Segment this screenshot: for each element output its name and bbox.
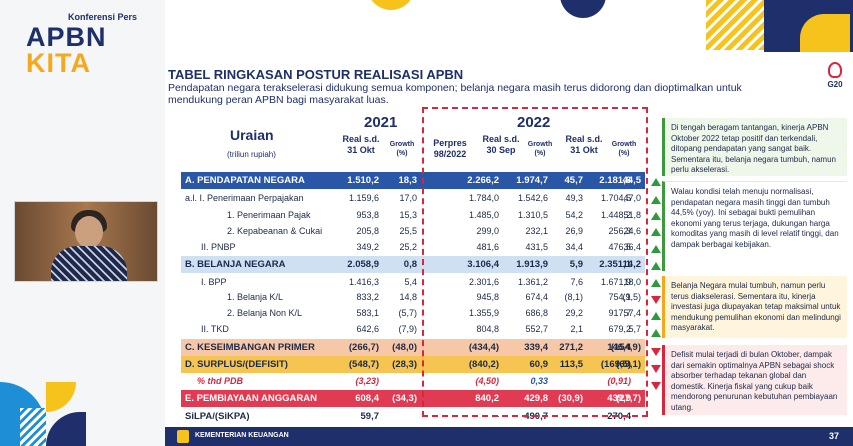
col-header-2022-growth-sep: Growth (%) [527,141,553,157]
arrow-down-icon [651,348,661,356]
arrow-up-icon [651,178,661,186]
logo-kita: KITA [26,48,91,78]
table-row: II. TKD 642,6 (7,9) 804,8 552,7 2,1 679,… [201,324,641,334]
side-note-3: Belanja Negara mulai tumbuh, namun perlu… [662,276,847,338]
arrow-up-icon [651,212,661,220]
arrow-down-icon [651,382,661,390]
uraian-header: Uraian [230,127,274,143]
footer-bar [165,427,853,446]
table-row: 1. Belanja K/L 833,2 14,8 945,8 674,4 (8… [227,292,641,302]
side-note-2: Walau kondisi telah menuju normalisasi, … [662,181,847,271]
ministry-emblem-icon [177,430,189,443]
table-row: a.l. I. Penerimaan Perpajakan 1.159,6 17… [185,193,641,203]
table-row: C. KESEIMBANGAN PRIMER (266,7) (48,0) (4… [181,339,645,356]
year-2021-header: 2021 [364,114,398,131]
arrow-down-icon [651,365,661,373]
footer-ministry: KEMENTERIAN KEUANGAN [195,432,289,439]
g20-label: G20 [827,80,843,89]
year-2022-header: 2022 [517,114,551,131]
side-note-1: Di tengah beragam tantangan, kinerja APB… [662,118,847,176]
presenter-body [51,246,127,281]
table-row: 2. Belanja Non K/L 583,1 (5,7) 1.355,9 6… [227,308,641,318]
slide-subtitle: Pendapatan negara terakselerasi didukung… [168,82,742,106]
arrow-up-icon [651,312,661,320]
arrow-up-icon [651,196,661,204]
col-header-2022-growth-okt: Growth (%) [611,141,637,157]
col-header-perpres: Perpres 98/2022 [433,138,467,159]
arrow-up-icon [651,279,661,287]
presenter-face [75,216,103,248]
arrow-up-icon [651,245,661,253]
presenter-video-thumbnail[interactable] [14,201,158,282]
table-row: E. PEMBIAYAAN ANGGARAN 608,4 (34,3) 840,… [181,390,645,407]
table-row: D. SURPLUS/(DEFISIT) (548,7) (28,3) (840… [181,356,645,373]
logo-pre-title: Konferensi Pers [68,12,138,22]
unit-label: (triliun rupiah) [227,150,276,159]
logo-apbn: APBN [26,22,107,52]
arrow-up-icon [651,228,661,236]
table-row: II. PNBP 349,2 25,2 481,6 431,5 34,4 476… [201,242,641,252]
arrow-up-icon [651,329,661,337]
decorative-yellow-circle [367,0,415,10]
table-row: 1. Penerimaan Pajak 953,8 15,3 1.485,0 1… [227,210,641,220]
table-row: I. BPP 1.416,3 5,4 2.301,6 1.361,2 7,6 1… [201,277,641,287]
col-header-2021-real: Real s.d. 31 Okt [342,134,380,155]
table-row: % thd PDB (3,23) (4,50) 0,33 (0,91) [197,376,631,386]
decorative-yellow-arc [800,14,850,52]
page-number: 37 [829,431,840,441]
g20-logo: G20 [822,62,848,94]
decorative-stripes [706,0,764,50]
highlight-2022-columns [422,107,648,417]
table-row: A. PENDAPATAN NEGARA 1.510,2 18,3 2.266,… [181,172,645,189]
slide-title: TABEL RINGKASAN POSTUR REALISASI APBN [168,67,464,82]
side-note-4: Defisit mulai terjadi di bulan Oktober, … [662,345,847,415]
decorative-bottom-stripes [20,408,46,446]
g20-flower-icon [828,62,842,78]
arrow-up-icon [651,262,661,270]
decorative-navy-shape [560,0,606,18]
table-row: B. BELANJA NEGARA 2.058,9 0,8 3.106,4 1.… [181,256,645,273]
table-row: 2. Kepabeanan & Cukai 205,8 25,5 299,0 2… [227,226,641,236]
col-header-2022-real-okt: Real s.d. 31 Okt [565,134,603,155]
arrow-down-icon [651,296,661,304]
col-header-2022-real-sep: Real s.d. 30 Sep [482,134,520,155]
col-header-2021-growth: Growth (%) [389,141,415,157]
